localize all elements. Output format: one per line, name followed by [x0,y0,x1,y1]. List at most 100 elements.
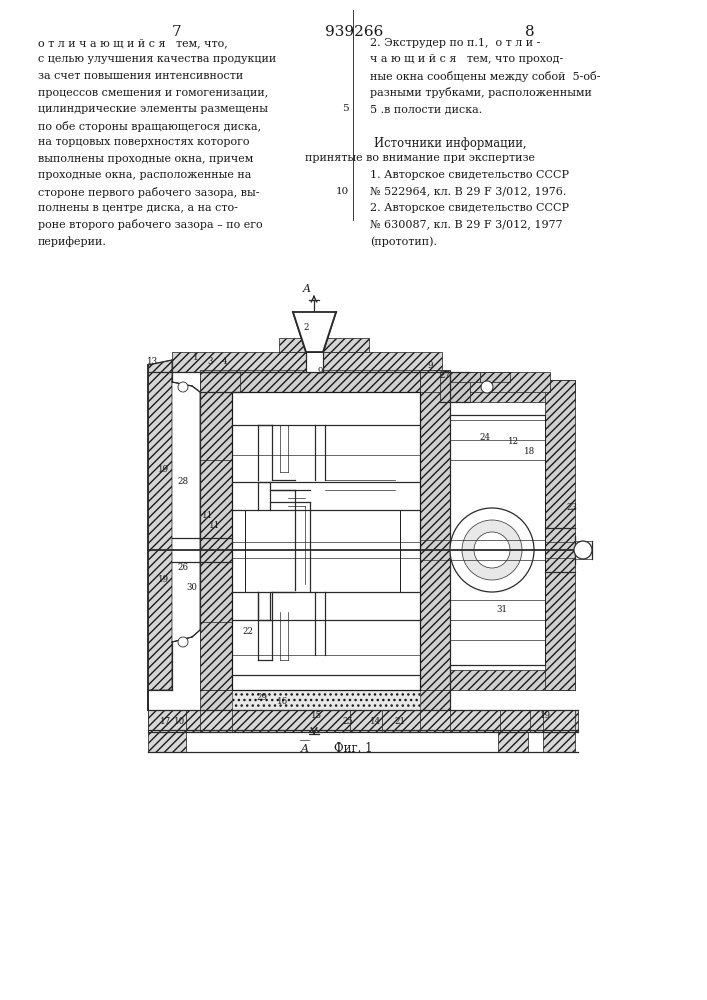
Bar [148,710,186,732]
Bar [420,372,550,392]
Bar [543,710,575,732]
Text: 14: 14 [370,718,380,726]
Text: 28: 28 [177,478,189,487]
Text: стороне первого рабочего зазора, вы-: стороне первого рабочего зазора, вы- [38,186,259,198]
Text: 939266: 939266 [325,25,383,39]
Bar [172,352,442,372]
Text: периферии.: периферии. [38,236,107,247]
Text: 2. Экструдер по п.1,  о т л и -: 2. Экструдер по п.1, о т л и - [370,38,540,48]
Text: разными трубками, расположенными: разными трубками, расположенными [370,88,592,99]
Text: 25: 25 [342,718,354,726]
Bar [148,730,186,752]
Text: 8: 8 [525,25,534,39]
Text: 5 .в полости диска.: 5 .в полости диска. [370,104,482,114]
Bar [450,415,545,665]
Polygon shape [148,360,200,710]
Circle shape [462,520,522,580]
Circle shape [450,508,534,592]
Text: с целью улучшения качества продукции: с целью улучшения качества продукции [38,54,276,64]
Text: 1: 1 [193,354,199,362]
Bar [545,380,575,690]
Circle shape [574,541,592,559]
Bar [200,372,240,392]
Text: 17: 17 [160,718,170,726]
Bar [130,300,590,740]
Text: 3: 3 [207,358,213,366]
Text: принятые во внимание при экспертизе: принятые во внимание при экспертизе [305,153,535,163]
Text: 11: 11 [209,522,221,530]
Text: 12: 12 [508,438,518,446]
Text: № 522964, кл. В 29 F 3/012, 1976.: № 522964, кл. В 29 F 3/012, 1976. [370,186,566,196]
Bar [200,690,450,710]
Text: цилиндрические элементы размещены: цилиндрические элементы размещены [38,104,268,114]
Bar [200,710,232,732]
Text: на торцовых поверхностях которого: на торцовых поверхностях которого [38,137,250,147]
Text: 22: 22 [243,628,254,637]
Text: 11: 11 [202,512,214,520]
Bar [450,670,575,690]
Bar [498,730,528,752]
Text: 24: 24 [479,434,491,442]
Circle shape [481,381,493,393]
Bar [232,675,420,710]
Bar [420,710,450,732]
Text: за счет повышения интенсивности: за счет повышения интенсивности [38,71,243,81]
Text: 31: 31 [496,605,508,614]
Bar [450,380,575,402]
Polygon shape [172,382,200,642]
Text: № 630087, кл. В 29 F 3/012, 1977: № 630087, кл. В 29 F 3/012, 1977 [370,220,563,230]
Bar [200,392,232,460]
Text: выполнены проходные окна, причем: выполнены проходные окна, причем [38,153,253,163]
Text: 19: 19 [158,576,168,584]
Text: 2. Авторское свидетельство СССР: 2. Авторское свидетельство СССР [370,203,569,213]
Bar [306,352,323,372]
Bar [148,710,578,732]
Bar [500,495,545,605]
Bar [200,370,450,392]
Bar [450,495,490,605]
Bar [350,710,382,732]
Bar [450,372,480,382]
Circle shape [178,637,188,647]
Bar [420,370,450,690]
Polygon shape [293,312,336,352]
Text: 1. Авторское свидетельство СССР: 1. Авторское свидетельство СССР [370,170,569,180]
Text: A: A [303,284,311,294]
Bar [480,372,510,382]
Text: 18: 18 [525,448,536,456]
Text: A: A [301,744,309,754]
Bar [543,730,575,752]
Bar [500,710,530,732]
Bar [279,338,369,352]
Text: 15: 15 [310,710,322,720]
Text: 16: 16 [276,698,288,706]
Bar [245,510,400,592]
Text: о т л и ч а ю щ и й с я   тем, что,: о т л и ч а ю щ и й с я тем, что, [38,38,228,48]
Text: по обе стороны вращающегося диска,: по обе стороны вращающегося диска, [38,120,261,131]
Text: процессов смешения и гомогенизации,: процессов смешения и гомогенизации, [38,88,268,98]
Text: 26: 26 [177,564,189,572]
Circle shape [178,382,188,392]
Text: 23: 23 [566,504,578,512]
Bar [200,622,232,690]
Text: 5: 5 [342,104,349,113]
Text: 10: 10 [175,718,186,726]
Bar [200,392,232,690]
Text: Источники информации,: Источники информации, [374,137,526,150]
Text: Фиг. 1: Фиг. 1 [334,742,373,755]
Text: ч а ю щ и й с я   тем, что проход-: ч а ю щ и й с я тем, что проход- [370,54,563,64]
Text: 21: 21 [395,718,406,726]
Text: 19: 19 [158,466,168,475]
Circle shape [474,532,510,568]
Text: 9: 9 [427,360,433,369]
Text: 7: 7 [173,25,182,39]
Text: 13: 13 [146,358,158,366]
Bar [440,372,470,402]
Bar [232,592,420,620]
Text: 29: 29 [257,694,267,702]
Text: 27: 27 [440,370,450,379]
Text: 2: 2 [303,324,309,332]
Text: 30: 30 [187,584,197,592]
Bar [232,482,420,510]
Text: 4: 4 [221,358,227,366]
